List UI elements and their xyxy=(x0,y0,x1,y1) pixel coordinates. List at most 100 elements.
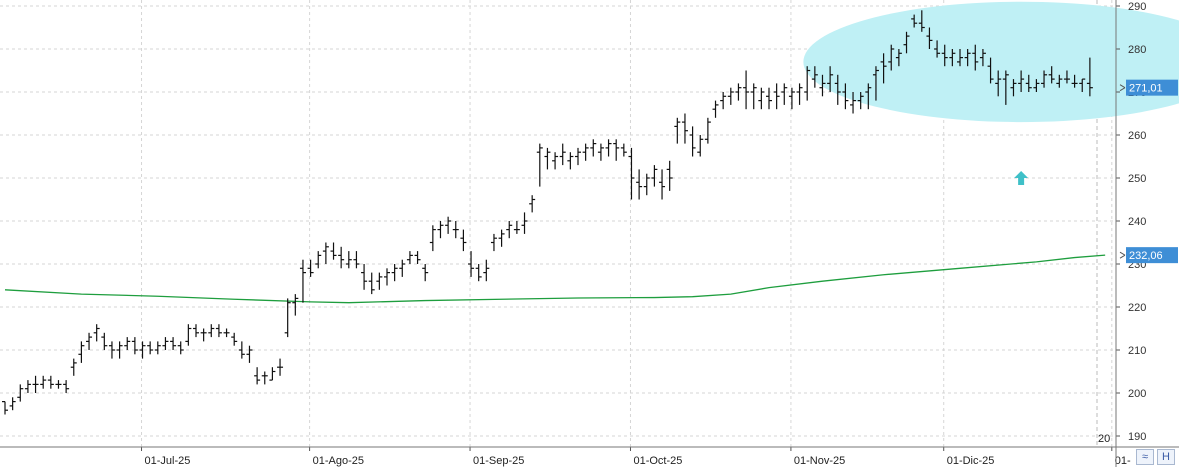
ohlc-bar xyxy=(193,324,199,338)
y-tick-label: 200 xyxy=(1128,388,1146,400)
ohlc-bar xyxy=(720,92,727,110)
ohlc-bar xyxy=(957,49,963,67)
ohlc-bar xyxy=(1086,57,1093,97)
y-tick-label: 280 xyxy=(1128,44,1146,56)
ohlc-bar xyxy=(399,259,406,277)
ohlc-bar xyxy=(659,169,666,200)
ohlc-bar xyxy=(979,49,986,67)
ohlc-bar xyxy=(819,74,826,97)
y-tick-label: 260 xyxy=(1128,130,1146,142)
moving-average xyxy=(4,254,1106,304)
ohlc-bar xyxy=(452,221,459,239)
y-tick-label: 240 xyxy=(1128,216,1146,228)
ohlc-bar xyxy=(154,341,161,355)
ohlc-bar xyxy=(872,66,879,101)
ohlc-bar xyxy=(575,147,581,166)
ohlc-bar xyxy=(269,367,276,381)
ohlc-bar xyxy=(307,259,314,277)
ohlc-bar xyxy=(40,375,47,389)
ohlc-bar xyxy=(643,173,650,196)
price-label-pointer xyxy=(1119,251,1126,256)
ohlc-bar xyxy=(170,337,177,350)
grid xyxy=(0,0,1116,447)
ohlc-bar xyxy=(460,229,467,252)
ohlc-bar xyxy=(918,10,925,32)
ohlc-bar xyxy=(857,92,864,110)
ohlc-bar xyxy=(437,221,444,239)
ohlc-bar xyxy=(1018,70,1025,92)
ohlc-bar xyxy=(666,160,673,191)
y-tick-label: 290 xyxy=(1128,1,1146,13)
ohlc-bar xyxy=(277,358,284,376)
ohlc-bar xyxy=(903,31,910,54)
ohlc-bar xyxy=(827,66,834,92)
x-tick-label: 01-Ago-25 xyxy=(313,455,364,467)
ohlc-bar xyxy=(162,337,169,350)
ohlc-bar xyxy=(689,126,696,157)
ohlc-bar xyxy=(1025,74,1032,92)
ohlc-bar xyxy=(254,367,261,385)
ohlc-bar xyxy=(315,251,322,269)
ohlc-bar xyxy=(376,272,383,290)
ohlc-bar xyxy=(261,371,268,385)
ohlc-bar xyxy=(613,139,620,161)
ohlc-bar xyxy=(1033,79,1040,92)
ohlc-bar xyxy=(292,294,299,316)
ohlc-bar xyxy=(93,324,100,342)
ohlc-bar xyxy=(1079,78,1086,92)
ohlc-bar xyxy=(995,70,1002,97)
ohlc-bar xyxy=(636,169,643,200)
ohlc-bar xyxy=(628,147,635,200)
ohlc-bar xyxy=(674,117,681,144)
ohlc-bar xyxy=(422,264,429,282)
ohlc-bar xyxy=(888,44,895,71)
price-label-box xyxy=(1126,79,1178,96)
ohlc-bar xyxy=(17,384,24,402)
ohlc-bar xyxy=(926,27,933,49)
ohlc-bar xyxy=(559,143,566,166)
price-label-pointer xyxy=(1119,87,1126,92)
ohlc-bar xyxy=(2,401,8,415)
ohlc-bar xyxy=(704,117,711,144)
ohlc-bar xyxy=(353,251,360,269)
ohlc-bar xyxy=(544,147,551,170)
ohlc-bar xyxy=(712,100,719,118)
ohlc-bar xyxy=(513,221,520,234)
ohlc-bar xyxy=(101,332,108,350)
ohlc-bar xyxy=(200,328,207,342)
ohlc-bar xyxy=(215,324,222,338)
save-icon[interactable]: H xyxy=(1157,449,1175,465)
ohlc-bar xyxy=(139,341,146,359)
ohlc-bar xyxy=(582,143,589,161)
ohlc-bar xyxy=(987,57,994,84)
ohlc-bar xyxy=(1056,74,1063,88)
y-tick-label: 250 xyxy=(1128,173,1146,185)
x-tick-label: 01-Nov-25 xyxy=(794,455,845,467)
ohlc-bar xyxy=(32,375,39,393)
ohlc-bar xyxy=(284,298,291,338)
ohlc-bar xyxy=(1063,70,1070,84)
ohlc-bar xyxy=(850,92,857,114)
x-tick-label: 01-Dic-25 xyxy=(947,455,995,467)
x-tick-label: 01-Sep-25 xyxy=(473,455,524,467)
ohlc-bar xyxy=(445,216,452,234)
ohlc-bar xyxy=(773,83,780,110)
ohlc-bar xyxy=(605,139,612,157)
ohlc-bar xyxy=(804,66,811,101)
ohlc-bar xyxy=(697,135,704,157)
ohlc-bar xyxy=(55,380,62,389)
ohlc-bar xyxy=(880,53,887,84)
ohlc-bar xyxy=(1002,70,1009,105)
ohlc-bar xyxy=(185,324,192,346)
ohlc-bar xyxy=(529,195,536,213)
ohlc-bar xyxy=(865,83,872,110)
ohlc-bar xyxy=(788,87,795,110)
chart-type-button[interactable]: ≈ xyxy=(1136,449,1154,465)
ohlc-bar xyxy=(941,44,948,67)
ohlc-bar xyxy=(468,251,475,277)
ohlc-bar xyxy=(796,83,803,105)
ohlc-bar xyxy=(1048,66,1055,84)
x-tick-label: 01- xyxy=(1115,455,1131,467)
